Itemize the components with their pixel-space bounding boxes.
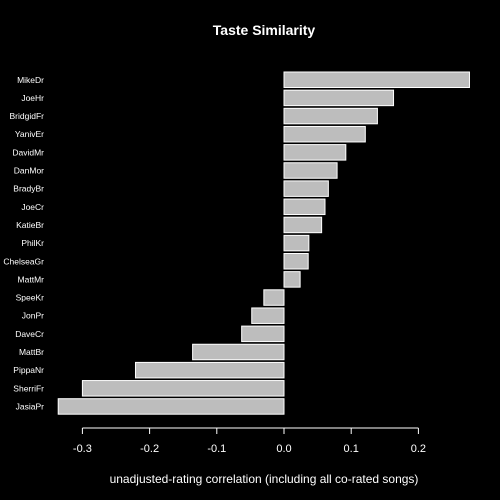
bar-JoeCr bbox=[283, 198, 326, 216]
bar-ChelseaGr bbox=[283, 253, 309, 270]
category-label: BradyBr bbox=[13, 184, 44, 194]
x-tick-label: 0.2 bbox=[411, 443, 426, 455]
category-label: MattMr bbox=[18, 274, 45, 284]
category-label: JoeHr bbox=[21, 93, 44, 103]
category-label: DanMor bbox=[14, 166, 44, 176]
category-label: SherriFr bbox=[13, 383, 44, 393]
bar-DaveCr bbox=[241, 325, 285, 343]
x-tick-label: 0.0 bbox=[276, 443, 291, 455]
bar-MattMr bbox=[283, 271, 301, 288]
bar-YanivEr bbox=[283, 125, 366, 143]
category-label: YanivEr bbox=[15, 129, 44, 139]
category-label: BridgidFr bbox=[10, 111, 45, 121]
bar-BradyBr bbox=[283, 180, 329, 197]
category-label: KatieBr bbox=[16, 220, 44, 230]
bars-group bbox=[57, 71, 470, 415]
bar-JoeHr bbox=[283, 89, 395, 107]
bar-DanMor bbox=[283, 162, 338, 179]
bar-SherriFr bbox=[81, 380, 285, 397]
category-label: JoeCr bbox=[21, 202, 44, 212]
bar-SpeeKr bbox=[263, 289, 285, 306]
category-label: JonPr bbox=[22, 311, 44, 321]
category-labels: MikeDr JoeHr BridgidFr YanivEr DavidMr DanMor… bbox=[3, 75, 44, 412]
bar-JasiaPr bbox=[57, 398, 285, 415]
category-label: JasiaPr bbox=[16, 401, 45, 411]
bar-DavidMr bbox=[283, 144, 347, 161]
x-axis-label: unadjusted-rating correlation (including… bbox=[110, 472, 419, 486]
bar-PhilKr bbox=[283, 234, 310, 252]
bar-BridgidFr bbox=[283, 107, 378, 125]
category-label: DavidMr bbox=[12, 147, 44, 157]
bar-MattBr bbox=[192, 343, 285, 361]
category-label: ChelseaGr bbox=[3, 256, 44, 266]
category-label: PippaNr bbox=[13, 365, 44, 375]
category-label: PhilKr bbox=[21, 238, 44, 248]
x-tick-label: -0.3 bbox=[73, 443, 92, 455]
x-tick-label: -0.1 bbox=[207, 443, 226, 455]
category-label: SpeeKr bbox=[16, 293, 45, 303]
bar-PippaNr bbox=[134, 361, 285, 379]
category-label: MattBr bbox=[19, 347, 44, 357]
category-label: DaveCr bbox=[15, 329, 44, 339]
category-label: MikeDr bbox=[17, 75, 44, 85]
bar-MikeDr bbox=[283, 71, 470, 88]
x-tick-label: 0.1 bbox=[344, 443, 359, 455]
bar-KatieBr bbox=[283, 216, 323, 234]
x-tick-label: -0.2 bbox=[140, 443, 159, 455]
x-axis-ticks: -0.3 -0.2 -0.1 0.0 0.1 0.2 bbox=[73, 428, 426, 455]
chart-title: Taste Similarity bbox=[213, 22, 316, 38]
bar-JonPr bbox=[251, 307, 285, 324]
